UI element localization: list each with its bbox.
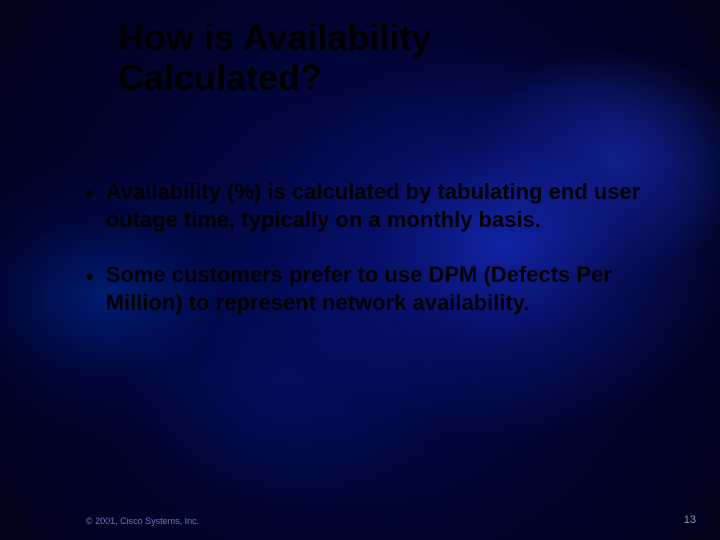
bullet-text: Availability (%) is calculated by tabula… [106, 178, 646, 233]
page-number: 13 [684, 514, 696, 526]
bullet-marker-icon: • [86, 180, 94, 208]
bullet-item: • Some customers prefer to use DPM (Defe… [86, 261, 646, 316]
bullet-list: • Availability (%) is calculated by tabu… [86, 178, 646, 344]
bullet-item: • Availability (%) is calculated by tabu… [86, 178, 646, 233]
slide: How is Availability Calculated? • Availa… [0, 0, 720, 540]
bullet-marker-icon: • [86, 263, 94, 291]
bullet-text: Some customers prefer to use DPM (Defect… [106, 261, 646, 316]
slide-title: How is Availability Calculated? [118, 18, 618, 97]
copyright-text: © 2001, Cisco Systems, Inc. [86, 516, 199, 526]
